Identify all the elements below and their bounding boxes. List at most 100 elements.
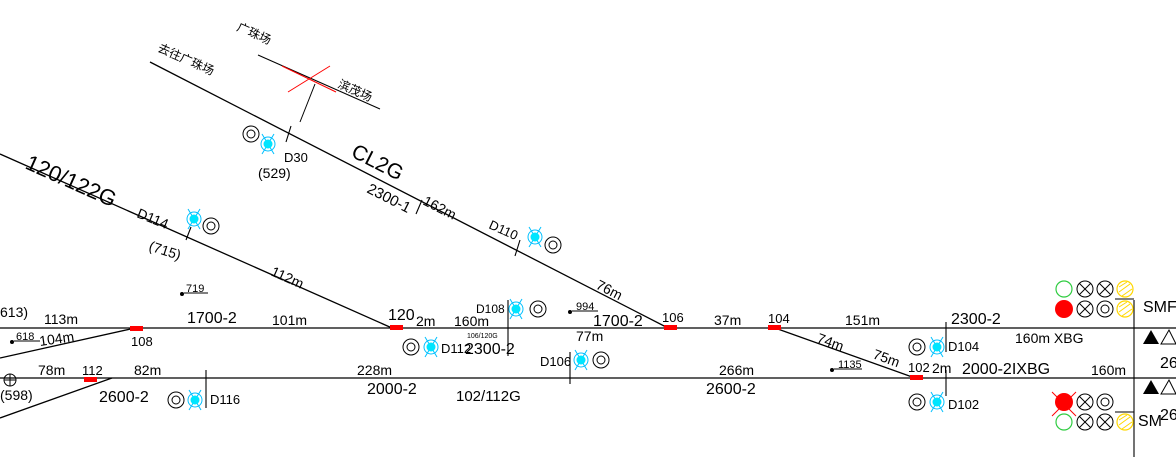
mileage-618: 618 <box>16 331 34 343</box>
target-icon <box>592 351 610 369</box>
seg-top-160m-xbg: 160m XBG <box>1015 330 1083 346</box>
edge-label-26-b: 26 <box>1160 407 1176 424</box>
seg-diag-112m: 112m <box>269 263 307 291</box>
branch-stub <box>299 83 316 123</box>
green-lamp-icon <box>1055 413 1073 431</box>
signal-label-d108: D108 <box>476 302 505 316</box>
signal-label-smf: SMF <box>1143 299 1176 316</box>
seg-bot-266m: 266m <box>719 362 754 378</box>
signal-d114[interactable] <box>186 208 220 235</box>
seg-top-2m-a: 2m <box>416 313 435 329</box>
switch-label-112: 112 <box>82 363 103 378</box>
x-lamp-icon <box>1076 300 1094 318</box>
signal-d30[interactable] <box>242 125 276 155</box>
switch-label-106: 106 <box>662 310 684 325</box>
seg-top-160m: 160m <box>454 313 489 329</box>
seg-bot-2600-2b: 2600-2 <box>706 381 756 398</box>
track-name-102-112g: 102/112G <box>456 388 521 405</box>
seg-cl-76m: 76m <box>594 276 626 303</box>
crossover-104-102 <box>774 327 916 379</box>
tick-diag-1 <box>185 226 192 241</box>
crossing-mark-2 <box>287 65 331 93</box>
signal-d106[interactable] <box>573 349 610 371</box>
target-icon <box>202 217 220 235</box>
mileage-1135: 1135 <box>838 359 862 371</box>
red-lamp-icon <box>1055 393 1073 411</box>
red-lamp-icon <box>1055 300 1073 318</box>
target-icon <box>1096 300 1114 318</box>
signal-d110[interactable] <box>527 226 562 254</box>
green-lamp-icon <box>1055 280 1073 298</box>
crossover-left-lower <box>0 377 113 419</box>
triangle-icon <box>1160 328 1176 345</box>
seg-cl-162m: 162m <box>421 192 459 222</box>
seg-top-2300-2: 2300-2 <box>951 311 1001 328</box>
crossover-left-upper <box>0 327 136 359</box>
signal-label-d112: D112 <box>441 341 471 356</box>
x-lamp-icon <box>1096 413 1114 431</box>
track-name-120-122g: 120/122G <box>22 150 120 212</box>
switch-label-102: 102 <box>908 360 930 375</box>
mileage-994: 994 <box>576 301 594 313</box>
mileage-529: (529) <box>258 165 291 181</box>
mileage-598: (598) <box>0 387 33 403</box>
signal-label-d102: D102 <box>948 397 979 412</box>
joint-104 <box>768 325 781 330</box>
seg-bot-2000-2-ixbg: 2000-2IXBG <box>962 361 1050 378</box>
seg-mid-2m-b: 2m <box>932 360 951 376</box>
signal-d102[interactable] <box>908 391 945 413</box>
shunt-signal-icon <box>929 336 945 358</box>
target-icon <box>908 338 926 356</box>
joint-112 <box>84 377 97 382</box>
post-1135 <box>830 368 834 372</box>
edge-label-26-a: 26 <box>1160 355 1176 372</box>
post-719 <box>180 292 184 296</box>
main-signal-lower[interactable] <box>1051 391 1134 431</box>
main-signal-upper[interactable] <box>1055 280 1134 318</box>
seg-bot-2600-2a: 2600-2 <box>99 389 149 406</box>
tick-cl-2 <box>415 199 423 215</box>
x-lamp-icon <box>1076 280 1094 298</box>
joint-106 <box>664 325 677 330</box>
signal-d116[interactable] <box>167 389 203 411</box>
seg-bot-2000-2: 2000-2 <box>367 381 417 398</box>
signal-label-d110: D110 <box>487 217 521 243</box>
label-binmao: 滨茂场 <box>336 76 375 104</box>
mileage-106-120g: 106/120G <box>467 333 498 340</box>
signal-d112[interactable] <box>402 336 439 358</box>
target-icon <box>544 236 562 254</box>
shunt-signal-icon <box>187 389 203 411</box>
switch-label-108: 108 <box>131 334 153 349</box>
seg-mid-104m: 104m <box>38 328 75 349</box>
diagonal-track-120-122g <box>0 153 393 329</box>
signal-d104[interactable] <box>908 336 945 358</box>
switch-label-120: 120 <box>388 307 415 324</box>
target-icon <box>402 338 420 356</box>
label-guangzhu: 广珠场 <box>235 20 274 47</box>
signal-d108[interactable] <box>508 298 547 320</box>
yellow-lamp-icon <box>1116 280 1134 298</box>
insulation-ticks <box>185 125 1135 457</box>
x-lamp-icon <box>1096 280 1114 298</box>
seg-mid-75m: 75m <box>871 346 902 370</box>
signal-label-d106: D106 <box>540 354 571 369</box>
seg-mid-74m: 74m <box>815 330 846 354</box>
switch-joints <box>84 325 923 382</box>
seg-top-1700-2a: 1700-2 <box>187 310 237 327</box>
x-lamp-icon <box>1076 393 1094 411</box>
signal-label-d114: D114 <box>135 205 171 232</box>
yellow-lamp-icon <box>1116 413 1134 431</box>
seg-top-151m: 151m <box>845 312 880 328</box>
switch-label-104: 104 <box>768 311 790 326</box>
seg-top-37m: 37m <box>714 312 741 328</box>
signal-label-sm: SM <box>1138 413 1162 430</box>
km-posts <box>3 292 862 387</box>
mileage-613: 613) <box>0 304 28 320</box>
tick-cl-3 <box>514 239 521 257</box>
mileage-719: 719 <box>186 283 204 295</box>
end-triangles <box>1143 328 1176 395</box>
signal-label-d116: D116 <box>210 392 240 407</box>
seg-cl-2300-1: 2300-1 <box>364 180 413 216</box>
joint-108 <box>130 326 143 331</box>
